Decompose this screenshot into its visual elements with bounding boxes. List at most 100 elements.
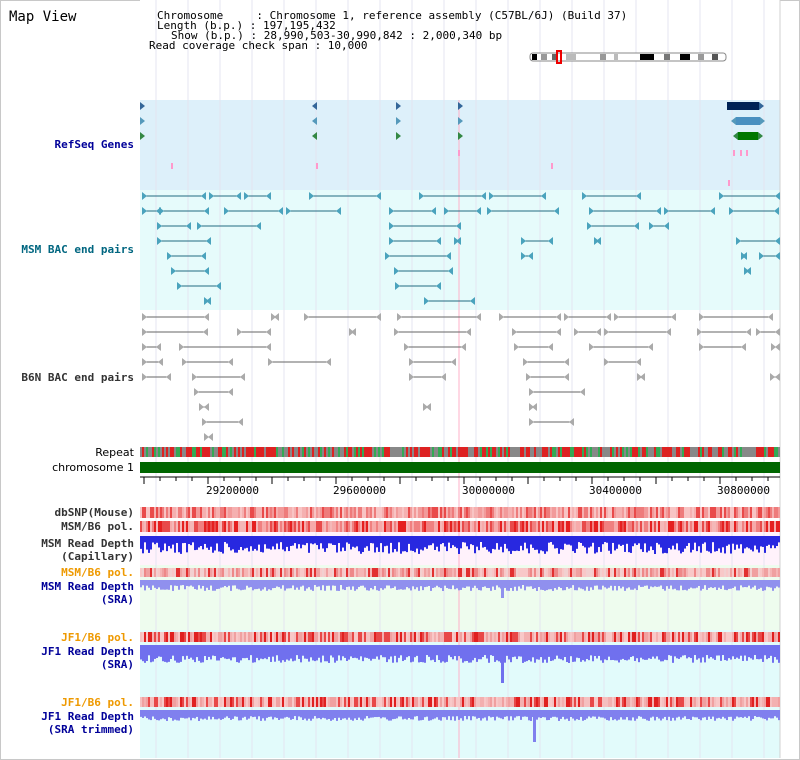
repeat-cell [518,447,520,457]
heat-cell [496,507,498,518]
heat-cell [614,568,616,577]
heat-cell [272,521,274,532]
heat-cell [396,568,398,577]
depth-bar [380,580,382,589]
heat-cell [280,697,282,707]
heat-cell [438,632,440,642]
depth-bar [294,580,296,590]
heat-cell [498,632,500,642]
heat-cell [470,568,472,577]
heat-cell [454,507,456,518]
depth-bar [520,580,522,589]
repeat-cell [712,447,714,457]
depth-bar [420,645,422,663]
heat-cell [352,507,354,518]
depth-bar [660,536,662,548]
heat-cell [306,568,308,577]
track-label-jf1-depth-sra-1[interactable]: JF1 Read Depth [41,645,134,658]
depth-bar [250,710,252,717]
depth-bar [566,645,568,663]
heat-cell [598,507,600,518]
heat-cell [614,697,616,707]
track-label-b6n-bac[interactable]: B6N BAC end pairs [21,371,134,384]
depth-bar [492,580,494,587]
track-label-msm-depth-cap-1[interactable]: MSM Read Depth [41,537,134,550]
track-label-msm-b6-pol-2[interactable]: MSM/B6 pol. [61,566,134,579]
heat-cell [316,632,318,642]
depth-bar [450,536,452,549]
heat-cell [328,521,330,532]
heat-cell [608,507,610,518]
repeat-cell [182,447,184,457]
heat-cell [444,568,446,577]
depth-bar [640,580,642,587]
depth-bar [240,645,242,661]
heat-cell [730,632,732,642]
depth-bar [388,710,390,721]
repeat-cell [616,447,618,457]
heat-cell [644,697,646,707]
repeat-cell [526,447,528,457]
depth-bar [262,536,264,553]
depth-bar [636,710,638,719]
depth-bar [162,645,164,662]
depth-bar [338,580,340,591]
repeat-cell [152,447,154,457]
heat-cell [748,568,750,577]
heat-cell [586,507,588,518]
depth-bar [372,710,374,718]
depth-bar [730,536,732,554]
heat-cell [348,521,350,532]
depth-bar [696,536,698,552]
feature-arrow [529,388,534,396]
depth-bar [442,580,444,591]
track-label-refseq[interactable]: RefSeq Genes [54,138,134,151]
feature-arrow [569,418,574,426]
heat-cell [712,697,714,707]
track-label-jf1-b6-pol[interactable]: JF1/B6 pol. [61,631,134,644]
depth-bar [276,645,278,656]
depth-bar [352,536,354,547]
heat-cell [144,507,146,518]
depth-bar [408,536,410,544]
depth-bar [298,536,300,545]
depth-bar [736,645,738,658]
depth-bar [464,645,466,662]
heat-cell [684,507,686,518]
heat-cell [646,507,648,518]
heat-cell [726,568,728,577]
repeat-cell [620,447,622,457]
heat-cell [302,632,304,642]
heat-cell [504,632,506,642]
track-label-jf1-b6-pol-2[interactable]: JF1/B6 pol. [61,696,134,709]
heat-cell [774,632,776,642]
heat-cell [374,697,376,707]
repeat-cell [584,447,586,457]
heat-cell [264,568,266,577]
feature-arrow [238,418,243,426]
heat-cell [606,697,608,707]
depth-bar [362,645,364,662]
heat-cell [696,568,698,577]
depth-bar [540,536,542,551]
track-label-msm-depth-sra-1[interactable]: MSM Read Depth [41,580,134,593]
heat-cell [388,521,390,532]
heat-cell [386,507,388,518]
heat-cell [636,697,638,707]
header-band [140,0,780,100]
repeat-cell [318,447,320,457]
depth-bar [384,710,386,718]
depth-bar [664,580,666,591]
heat-cell [472,697,474,707]
track-label-jf1-depth-trim-1[interactable]: JF1 Read Depth [41,710,134,723]
heat-cell [476,568,478,577]
heat-cell [542,568,544,577]
track-label-msm-bac[interactable]: MSM BAC end pairs [21,243,134,256]
heat-cell [194,632,196,642]
track-label-dbsnp[interactable]: dbSNP(Mouse) [54,506,134,519]
depth-bar [748,536,750,549]
track-label-msm-b6-pol[interactable]: MSM/B6 pol. [61,520,134,533]
heat-cell [300,632,302,642]
heat-cell [380,521,382,532]
